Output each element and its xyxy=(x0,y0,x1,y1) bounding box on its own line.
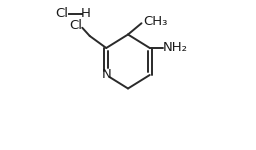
Text: N: N xyxy=(101,69,111,81)
Text: Cl: Cl xyxy=(70,19,83,32)
Text: NH₂: NH₂ xyxy=(163,42,188,54)
Text: CH₃: CH₃ xyxy=(144,15,168,28)
Text: H: H xyxy=(80,7,90,20)
Text: Cl: Cl xyxy=(55,7,68,20)
